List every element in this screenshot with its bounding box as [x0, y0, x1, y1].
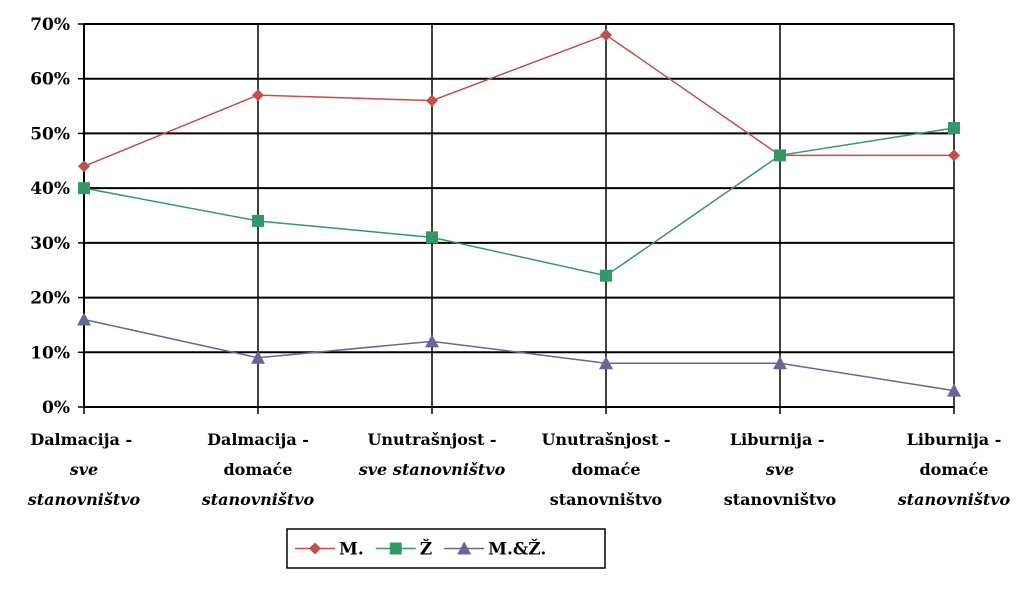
y-tick-label: 70%: [30, 15, 70, 35]
x-tick-label-line: stanovništvo: [897, 490, 1011, 509]
x-tick-label-line: sve stanovništvo: [358, 460, 506, 479]
x-tick-label-line: Dalmacija -: [30, 430, 137, 449]
x-tick-label-line: stanovništvo: [27, 490, 141, 509]
x-tick-label-line: domaće: [919, 460, 988, 479]
data-point: [425, 334, 439, 348]
data-point: [77, 312, 91, 326]
x-tick-label-line: stanovništvo: [724, 490, 837, 509]
x-tick-label-line: sve: [765, 460, 794, 479]
data-point: [78, 182, 90, 195]
data-point: [947, 383, 961, 397]
x-axis-tick-labels: Dalmacija - sve stanovništvo Dalmacija - do…: [27, 430, 1011, 509]
x-tick-label-line: domaće: [571, 460, 640, 479]
legend-box: [286, 528, 606, 569]
legend-marker: [457, 541, 472, 555]
data-point: [600, 28, 612, 41]
y-tick-label: 30%: [30, 234, 70, 254]
data-point: [600, 269, 612, 282]
data-point: [948, 149, 960, 162]
legend-marker: [389, 542, 402, 555]
legend-label: M.&Ž.: [488, 539, 546, 560]
data-point: [773, 356, 787, 370]
series-line: [83, 34, 954, 167]
y-tick-label: 20%: [30, 289, 70, 309]
data-point: [426, 231, 438, 244]
data-point: [78, 160, 90, 173]
x-tick-label-line: Liburnija -: [907, 430, 1002, 449]
y-tick-label: 0%: [42, 398, 70, 418]
legend-label: Ž: [420, 539, 432, 560]
y-tick-label: 50%: [30, 124, 70, 144]
x-tick-label: Dalmacija - sve stanovništvo: [27, 430, 141, 509]
series-line: [83, 318, 955, 392]
legend-marker: [309, 542, 321, 555]
series-lines: [77, 28, 961, 397]
x-tick-label-line: Unutrašnjost -: [367, 430, 496, 449]
gridlines: [84, 23, 954, 407]
y-tick-label: 60%: [30, 70, 70, 90]
y-axis-tick-labels: 0% 10% 20% 30% 40% 50% 60% 70%: [30, 15, 70, 418]
y-tick-label: 10%: [30, 343, 70, 363]
x-tick-label-line: Liburnija -: [730, 430, 830, 449]
data-point: [426, 94, 438, 107]
axes: [78, 23, 955, 414]
x-tick-label-line: Unutrašnjost -: [541, 430, 670, 449]
y-tick-label: 40%: [30, 179, 70, 199]
legend: M. Ž M.&Ž.: [286, 528, 606, 569]
legend-label: M.: [339, 540, 364, 560]
x-tick-label: Unutrašnjost - sve stanovništvo: [358, 430, 506, 479]
x-tick-label: Unutrašnjost - domaće stanovništvo: [541, 430, 670, 509]
data-point: [252, 89, 264, 102]
data-point: [774, 149, 786, 162]
x-tick-label: Liburnija - domaće stanovništvo: [897, 430, 1011, 509]
data-point: [251, 350, 265, 364]
data-point: [948, 121, 960, 134]
series-line: [83, 127, 955, 277]
data-point: [252, 214, 264, 227]
x-tick-label-line: domaće: [223, 460, 292, 479]
data-point: [599, 356, 613, 370]
x-tick-label: Dalmacija - domaće stanovništvo: [201, 430, 315, 509]
x-tick-label-line: sve: [69, 460, 98, 479]
x-tick-label-line: Dalmacija -: [207, 430, 309, 449]
x-tick-label-line: stanovništvo: [550, 490, 663, 509]
plot-area-border: [83, 23, 955, 408]
x-tick-label: Liburnija - sve stanovništvo: [724, 430, 837, 509]
x-tick-label-line: stanovništvo: [201, 490, 315, 509]
